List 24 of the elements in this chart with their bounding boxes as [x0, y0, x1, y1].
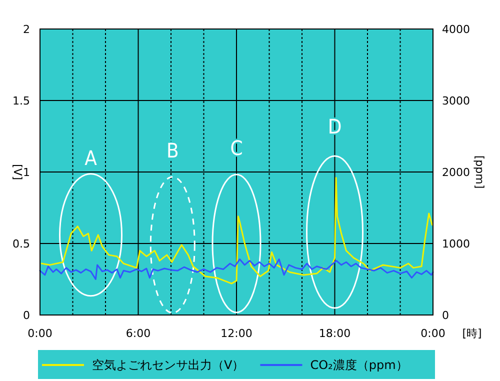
x-tick-label: 12:00 — [220, 327, 252, 340]
legend-label: 空気よごれセンサ出力（V） — [92, 358, 244, 372]
annotation: A — [84, 146, 98, 170]
line-series — [40, 176, 433, 284]
x-axis-title: [時] — [462, 327, 482, 340]
legend-label: CO₂濃度（ppm） — [310, 358, 408, 372]
line-series — [39, 258, 434, 280]
y-axis-title: [V] — [11, 164, 24, 180]
x-tick-label: 0:00 — [28, 327, 52, 340]
x-tick-label: 0:00 — [420, 327, 446, 340]
y-tick-label: 0.5 — [12, 238, 30, 250]
x-tick-label: 18:00 — [318, 327, 351, 340]
y-tick-label: 0 — [23, 309, 30, 322]
y2-tick-label: 4000 — [442, 23, 470, 36]
x-tick-label: 6:00 — [126, 327, 151, 340]
y-tick-label: 1.5 — [12, 94, 30, 108]
y2-tick-label: 1000 — [442, 238, 470, 250]
y-tick-label: 2 — [23, 23, 30, 36]
annotation: B — [166, 138, 179, 163]
y2-tick-label: 0 — [442, 309, 449, 322]
y-tick-label: 1 — [23, 166, 30, 179]
y2-tick-label: 3000 — [442, 94, 470, 108]
y2-axis-title: [ppm] — [473, 155, 486, 189]
y2-tick-label: 2000 — [442, 166, 470, 179]
